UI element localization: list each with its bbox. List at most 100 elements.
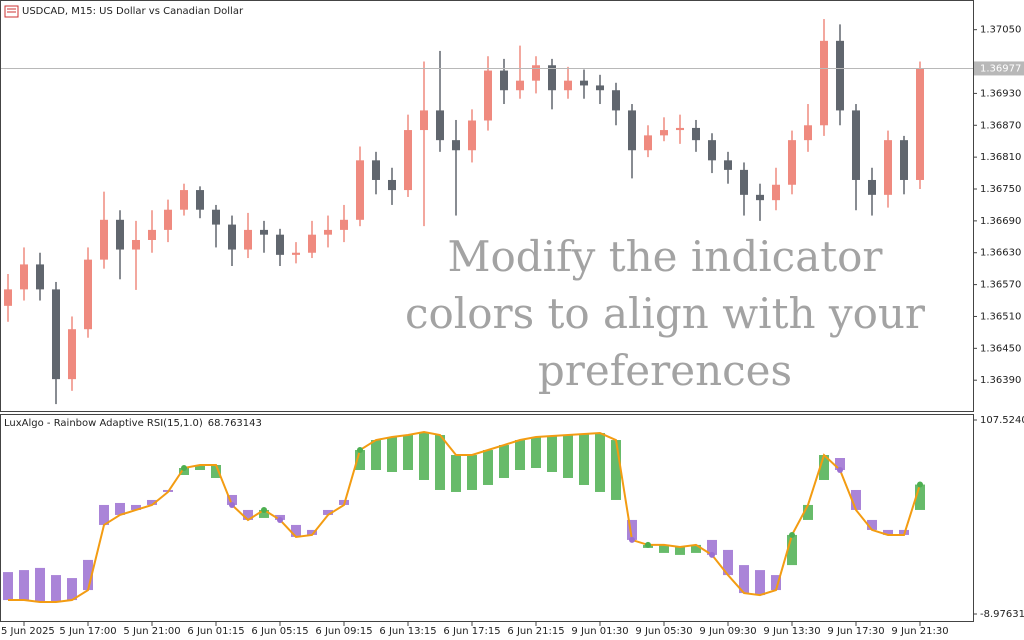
candle-body bbox=[196, 190, 204, 210]
candle-body bbox=[244, 229, 252, 250]
candle-body bbox=[100, 219, 108, 260]
histogram-bar bbox=[435, 435, 445, 490]
x-tick-label: 5 Jun 21:00 bbox=[123, 626, 180, 637]
candle-body bbox=[772, 184, 780, 201]
candle-body bbox=[148, 229, 156, 240]
candle-body bbox=[708, 140, 716, 161]
candle-body bbox=[340, 219, 348, 230]
candle-body bbox=[452, 140, 460, 151]
candle-body bbox=[676, 127, 684, 131]
candle-body bbox=[868, 179, 876, 195]
y-tick-label: 1.36750 bbox=[980, 184, 1021, 195]
histogram-bar bbox=[915, 484, 925, 510]
histogram-bar bbox=[195, 465, 205, 470]
chart-title: USDCAD, M15: US Dollar vs Canadian Dolla… bbox=[22, 6, 244, 17]
histogram-bar bbox=[819, 455, 829, 480]
price-label-box bbox=[974, 61, 1024, 76]
candle-body bbox=[644, 135, 652, 151]
histogram-bar bbox=[355, 450, 365, 470]
histogram-bar bbox=[67, 578, 77, 601]
histogram-bar bbox=[259, 509, 269, 518]
histogram-bar bbox=[243, 509, 253, 520]
x-tick-label: 9 Jun 17:30 bbox=[827, 626, 884, 637]
histogram-bar bbox=[771, 575, 781, 591]
histogram-bar bbox=[595, 433, 605, 492]
histogram-bar bbox=[99, 504, 109, 525]
x-tick-label: 6 Jun 05:15 bbox=[251, 626, 308, 637]
candle-body bbox=[740, 169, 748, 195]
cross-dot bbox=[277, 516, 283, 523]
histogram-bar bbox=[563, 435, 573, 478]
candle-body bbox=[628, 110, 636, 151]
y-tick-label: 1.36570 bbox=[980, 280, 1021, 291]
candle-body bbox=[516, 80, 524, 91]
histogram-bar bbox=[19, 570, 29, 601]
histogram-bar bbox=[451, 455, 461, 492]
candle-body bbox=[484, 70, 492, 121]
histogram-bar bbox=[835, 458, 845, 470]
candle-body bbox=[180, 190, 188, 210]
candle-body bbox=[308, 234, 316, 253]
candle-body bbox=[580, 80, 588, 86]
candle-body bbox=[132, 239, 140, 250]
histogram-bar bbox=[83, 559, 93, 591]
histogram-bar bbox=[739, 565, 749, 594]
candle-body bbox=[116, 219, 124, 250]
candle-body bbox=[68, 329, 76, 380]
histogram-bar bbox=[387, 437, 397, 472]
candle-body bbox=[596, 85, 604, 91]
y-tick-label: -8.976313 bbox=[980, 609, 1024, 620]
y-tick-label: 1.36810 bbox=[980, 152, 1021, 163]
histogram-bar bbox=[371, 440, 381, 470]
y-tick-label: 1.36510 bbox=[980, 311, 1021, 322]
candle-body bbox=[404, 130, 412, 191]
histogram-bar bbox=[227, 494, 237, 505]
histogram-bar bbox=[3, 572, 13, 601]
candle-body bbox=[804, 125, 812, 141]
x-tick-label: 6 Jun 13:15 bbox=[379, 626, 436, 637]
candle-body bbox=[532, 65, 540, 81]
candle-body bbox=[660, 130, 668, 136]
cross-dot bbox=[229, 501, 235, 508]
histogram-bar bbox=[531, 437, 541, 468]
candle-body bbox=[852, 110, 860, 180]
candle-body bbox=[420, 110, 428, 131]
candle-body bbox=[212, 209, 220, 225]
candle-body bbox=[468, 120, 476, 151]
histogram-bar bbox=[515, 440, 525, 470]
histogram-bar bbox=[51, 575, 61, 603]
histogram-bar bbox=[179, 467, 189, 475]
histogram-bar bbox=[419, 432, 429, 480]
candle-body bbox=[52, 289, 60, 380]
candle-body bbox=[836, 40, 844, 111]
candle-body bbox=[388, 179, 396, 191]
histogram-bar bbox=[723, 549, 733, 576]
histogram-bar bbox=[803, 504, 813, 520]
candle-body bbox=[692, 127, 700, 141]
candle-body bbox=[900, 140, 908, 180]
cross-dot bbox=[789, 531, 795, 538]
x-tick-label: 5 Jun 2025 bbox=[1, 626, 55, 637]
x-tick-label: 6 Jun 09:15 bbox=[315, 626, 372, 637]
price-pane-frame bbox=[0, 0, 974, 412]
candle-body bbox=[324, 229, 332, 235]
y-tick-label: 1.36690 bbox=[980, 216, 1021, 227]
candle-body bbox=[260, 229, 268, 235]
histogram-bar bbox=[547, 436, 557, 472]
indicator-value: 68.763143 bbox=[208, 418, 262, 429]
histogram-bar bbox=[851, 489, 861, 510]
histogram-bar bbox=[211, 465, 221, 478]
candle-body bbox=[724, 160, 732, 170]
cross-dot bbox=[709, 551, 715, 558]
histogram-bar bbox=[323, 509, 333, 515]
cross-dot bbox=[917, 481, 923, 488]
indicator-title: LuxAlgo - Rainbow Adaptive RSI(15,1.0) bbox=[4, 418, 203, 429]
candle-body bbox=[436, 110, 444, 141]
cross-dot bbox=[629, 536, 635, 543]
x-tick-label: 9 Jun 21:30 bbox=[891, 626, 948, 637]
candle-body bbox=[564, 80, 572, 91]
cross-dot bbox=[645, 541, 651, 548]
x-tick-label: 6 Jun 21:15 bbox=[507, 626, 564, 637]
